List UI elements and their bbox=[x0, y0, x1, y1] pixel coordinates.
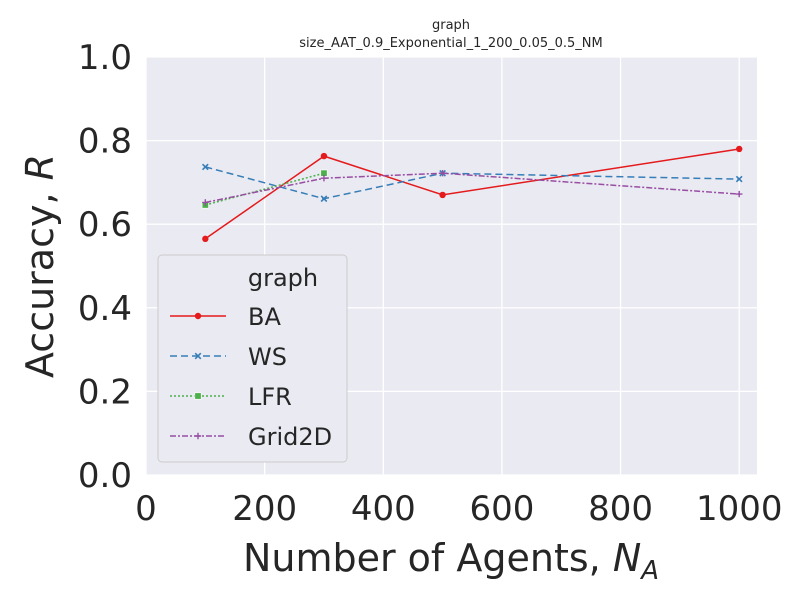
legend-item-grid2d: Grid2D bbox=[170, 423, 332, 451]
data-point-ba bbox=[439, 191, 446, 199]
legend-label-lfr: LFR bbox=[248, 383, 292, 411]
y-tick-label: 0.6 bbox=[78, 205, 132, 245]
data-point-ba bbox=[320, 152, 328, 160]
chart-subtitle: size_AAT_0.9_Exponential_1_200_0.05_0.5_… bbox=[299, 36, 602, 51]
data-point-ws bbox=[201, 163, 209, 171]
data-point-ws bbox=[735, 175, 743, 183]
data-point-ba bbox=[202, 235, 209, 243]
series-line-ws bbox=[205, 166, 740, 200]
y-tick-label: 1.0 bbox=[78, 38, 132, 78]
x-tick-label: 800 bbox=[588, 489, 653, 529]
x-axis-label-text: Number of Agents, bbox=[243, 536, 613, 580]
legend-item-ba: BA bbox=[170, 303, 281, 331]
y-tick-label: 0.2 bbox=[78, 372, 132, 412]
data-point-grid2d bbox=[202, 199, 209, 206]
y-axis-label-text: Accuracy, bbox=[18, 180, 62, 378]
legend-label-grid2d: Grid2D bbox=[248, 423, 332, 451]
x-axis-label-sub: A bbox=[639, 556, 659, 586]
legend-items: BA WS LFR Grid2D bbox=[170, 303, 332, 451]
y-tick-label: 0.0 bbox=[78, 456, 132, 496]
legend-label-ba: BA bbox=[248, 303, 281, 331]
data-point-ws bbox=[320, 195, 328, 203]
data-point-grid2d bbox=[736, 190, 743, 198]
y-axis-label: Accuracy, R bbox=[18, 154, 62, 378]
series-line-lfr bbox=[205, 172, 325, 206]
legend-item-ws: WS bbox=[170, 343, 287, 371]
x-axis-label-var: N bbox=[613, 536, 641, 580]
series-layer bbox=[201, 145, 743, 243]
data-point-grid2d bbox=[320, 175, 328, 182]
legend-label-ws: WS bbox=[248, 343, 287, 371]
series-line-grid2d bbox=[205, 172, 740, 204]
x-tick-label: 0 bbox=[135, 489, 157, 529]
chart-title: graph bbox=[432, 18, 470, 33]
series-grid2d bbox=[202, 170, 743, 206]
data-point-grid2d bbox=[439, 170, 446, 177]
x-tick-labels: 0 200 400 600 800 1000 bbox=[135, 489, 782, 529]
legend-marker-grid2d bbox=[194, 432, 202, 440]
x-axis-label: Number of Agents, NA bbox=[243, 536, 659, 586]
y-axis-label-var: R bbox=[18, 154, 62, 180]
y-tick-label: 0.8 bbox=[78, 122, 132, 162]
legend: graph BA WS LFR Grid2D bbox=[157, 254, 348, 463]
legend-title: graph bbox=[248, 264, 318, 292]
legend-marker-ba bbox=[194, 312, 202, 320]
x-tick-label: 600 bbox=[469, 489, 534, 529]
y-tick-labels: 0.0 0.2 0.4 0.6 0.8 1.0 bbox=[78, 38, 132, 496]
legend-item-lfr: LFR bbox=[170, 383, 292, 411]
legend-marker-lfr bbox=[194, 392, 202, 400]
legend-box bbox=[157, 254, 348, 463]
x-tick-label: 400 bbox=[351, 489, 416, 529]
x-tick-label: 200 bbox=[232, 489, 297, 529]
y-tick-label: 0.4 bbox=[78, 289, 132, 329]
legend-marker-ws bbox=[194, 352, 202, 360]
x-tick-label: 1000 bbox=[696, 489, 783, 529]
data-point-ba bbox=[736, 145, 743, 153]
